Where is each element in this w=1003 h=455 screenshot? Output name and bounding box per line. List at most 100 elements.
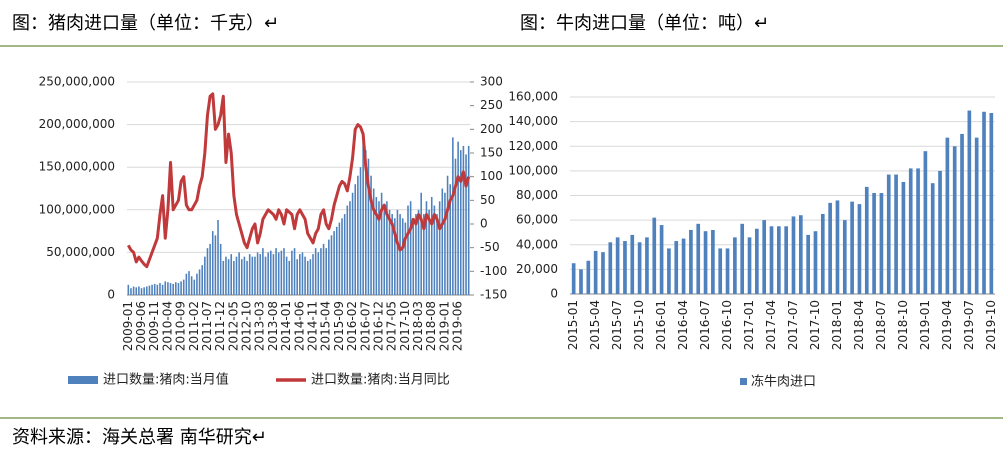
bar: [354, 184, 357, 295]
x-tick-label: 2013-03: [253, 301, 267, 351]
bar: [148, 285, 151, 295]
bar: [293, 248, 296, 295]
x-tick-label: 2017-05: [385, 301, 399, 351]
legend-label: 冻牛肉进口: [751, 374, 816, 390]
bar: [733, 237, 737, 294]
bar: [696, 223, 701, 294]
bar: [454, 158, 457, 295]
bar: [433, 205, 436, 295]
bar: [667, 248, 671, 294]
bar: [436, 214, 438, 295]
bar: [367, 158, 370, 295]
bar: [312, 254, 314, 295]
bar: [309, 259, 312, 295]
y2-tick-label: -100: [480, 264, 507, 278]
y2-tick-label: -150: [480, 288, 507, 302]
bar: [430, 197, 433, 295]
y-tick-label: 150,000,000: [39, 160, 115, 174]
x-tick-label: 2011-02: [187, 301, 201, 351]
bar: [138, 286, 140, 295]
x-tick-label: 2011-12: [213, 301, 227, 351]
bar: [952, 146, 957, 294]
bar: [233, 260, 235, 295]
bar: [689, 229, 693, 294]
bar: [288, 260, 291, 295]
y2-tick-label: 300: [480, 75, 503, 89]
bar: [982, 111, 986, 295]
bar: [974, 137, 979, 294]
x-tick-label: 2015-04: [588, 300, 602, 350]
bar: [304, 256, 306, 295]
bar: [267, 252, 269, 295]
bar: [378, 201, 380, 295]
bar: [407, 205, 409, 295]
x-tick-label: 2018-03: [411, 301, 425, 351]
x-tick-label: 2009-11: [147, 301, 161, 351]
bar: [280, 250, 283, 295]
bar: [396, 209, 399, 295]
bar: [169, 283, 172, 295]
y-tick-label: 80,000: [516, 188, 558, 202]
bar: [579, 269, 583, 294]
bar: [201, 265, 203, 295]
x-tick-label: 2018-10: [896, 300, 910, 350]
bar: [399, 214, 401, 295]
bar: [156, 284, 159, 295]
bar: [401, 218, 404, 295]
bar: [769, 226, 774, 294]
x-tick-label: 2018-07: [874, 300, 888, 350]
y2-tick-label: 50: [480, 193, 495, 207]
bar: [441, 188, 444, 295]
x-tick-label: 2016-07: [358, 301, 372, 351]
bar: [225, 256, 227, 295]
bar: [145, 286, 148, 295]
y-tick-label: 100,000: [508, 163, 558, 177]
bar: [362, 141, 364, 295]
x-tick-label: 2016-10: [720, 300, 734, 350]
x-tick-label: 2015-01: [566, 300, 580, 350]
bar: [784, 226, 788, 294]
y-tick-label: 0: [550, 287, 558, 301]
bar: [301, 252, 304, 295]
x-tick-label: 2016-07: [698, 300, 712, 350]
bar: [886, 174, 891, 294]
bar: [343, 214, 346, 295]
x-tick-label: 2019-01: [437, 301, 451, 351]
bar: [188, 271, 190, 295]
bar: [254, 256, 256, 295]
bar: [164, 281, 167, 295]
bar: [291, 250, 293, 295]
y-tick-label: 140,000: [508, 114, 558, 128]
bar: [901, 181, 906, 294]
bar: [762, 220, 767, 294]
bar: [182, 279, 185, 295]
bar: [333, 231, 335, 295]
chart-title: 图：牛肉进口量（单位：吨）↵: [520, 13, 769, 34]
bar: [806, 234, 810, 294]
bar: [857, 204, 862, 294]
bar: [459, 150, 462, 295]
bar: [219, 243, 222, 295]
bar: [438, 201, 441, 295]
bar: [357, 175, 359, 295]
y-tick-label: 50,000,000: [46, 245, 115, 259]
bar: [214, 235, 217, 295]
y2-tick-label: 200: [480, 122, 503, 136]
bar: [415, 214, 417, 295]
bar: [248, 254, 251, 295]
x-tick-label: 2013-08: [266, 301, 280, 351]
x-tick-label: 2019-06: [451, 301, 465, 351]
bar: [725, 248, 730, 294]
bar: [330, 235, 333, 295]
x-tick-label: 2009-01: [121, 301, 135, 351]
x-tick-label: 2010-04: [160, 301, 174, 351]
bar: [211, 231, 214, 295]
x-tick-label: 2012-05: [226, 301, 240, 351]
y-tick-label: 160,000: [508, 90, 558, 104]
bar: [608, 242, 613, 294]
bar: [404, 222, 407, 295]
y2-tick-label: -50: [480, 240, 500, 254]
bar: [813, 231, 818, 294]
bar: [428, 209, 430, 295]
bar: [718, 248, 723, 294]
